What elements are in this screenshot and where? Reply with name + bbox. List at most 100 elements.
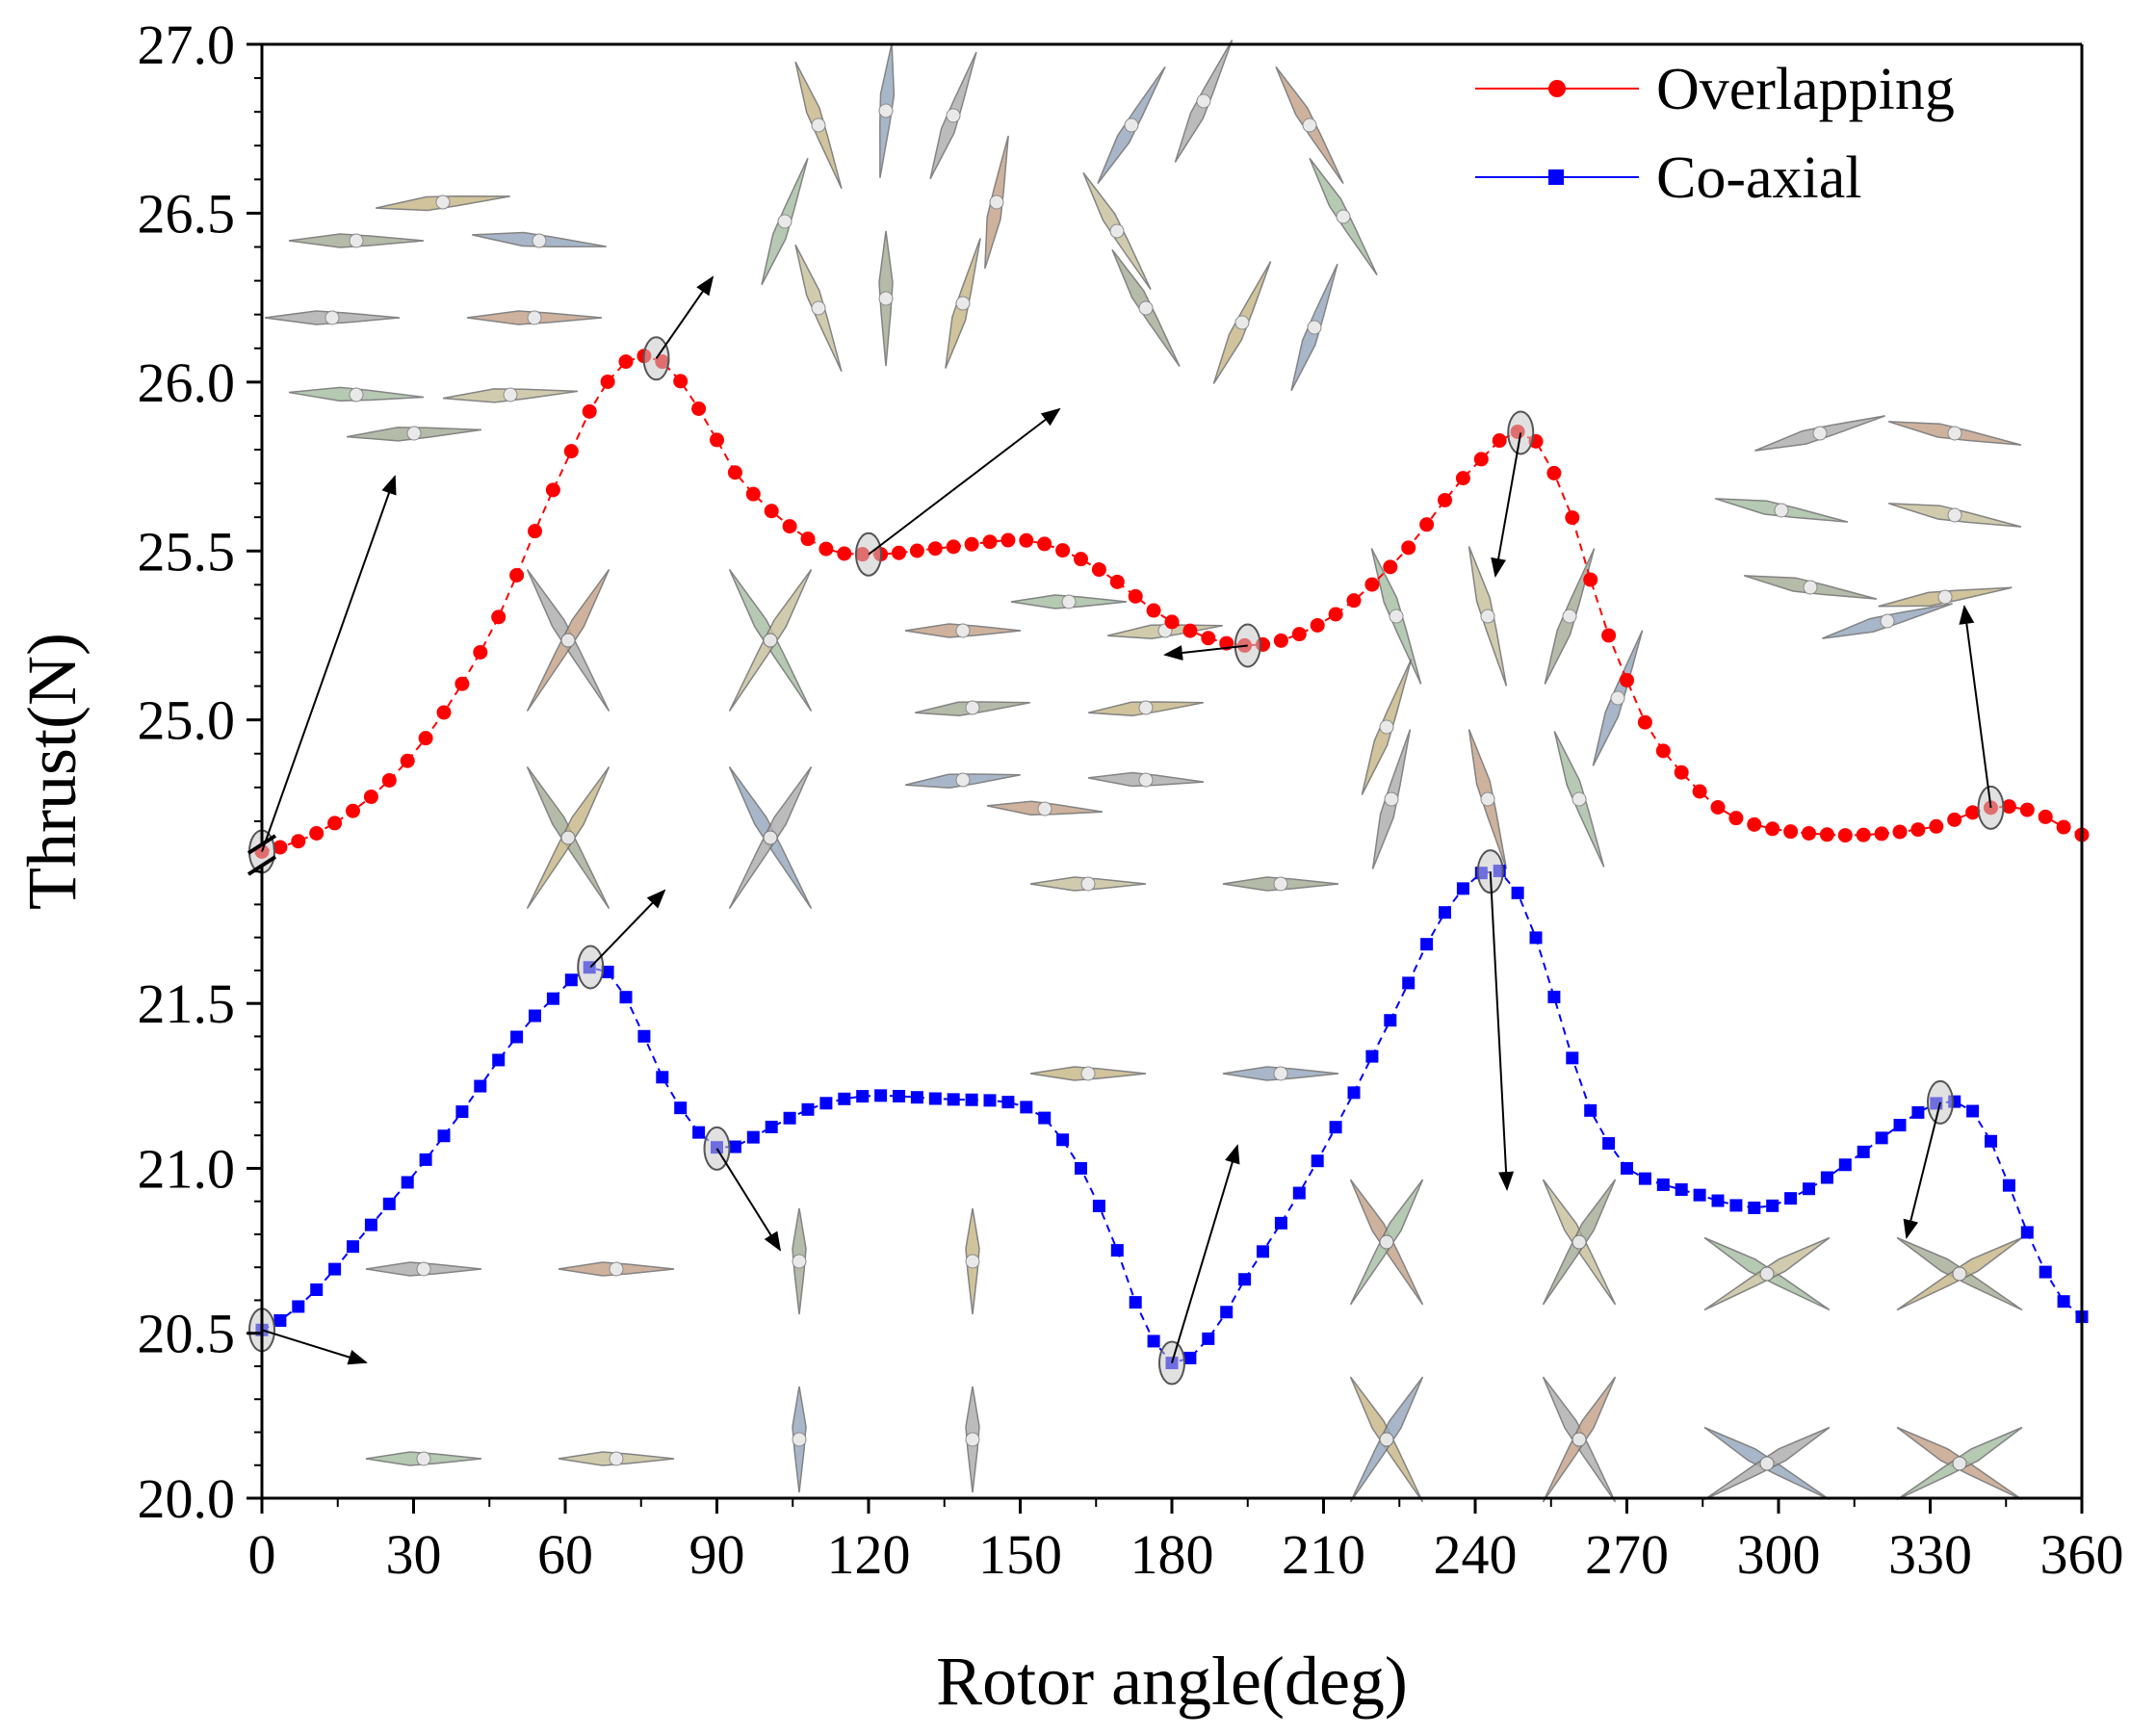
data-point	[1110, 1244, 1124, 1257]
data-point	[1129, 1296, 1142, 1309]
rotor-blade-illustration	[878, 230, 894, 367]
data-point	[2039, 1265, 2052, 1279]
data-point	[728, 1140, 741, 1153]
rotor-blade-illustration	[1754, 415, 1885, 452]
data-point	[401, 1176, 414, 1189]
x-tick-label: 120	[827, 1523, 911, 1586]
data-point	[928, 1092, 942, 1105]
x-tick-label: 60	[537, 1523, 593, 1586]
x-tick-label: 330	[1888, 1523, 1972, 1586]
x-axis-title: Rotor angle(deg)	[936, 1643, 1408, 1720]
data-point	[1802, 825, 1816, 841]
rotor-blade-illustration	[728, 765, 813, 910]
data-point	[436, 705, 452, 720]
data-point	[1019, 532, 1034, 548]
rotor-blade-illustration	[794, 244, 843, 373]
data-point	[1857, 1145, 1870, 1158]
data-point	[509, 567, 525, 583]
rotor-blade-illustration	[1703, 1236, 1831, 1311]
y-tick-label: 20.5	[138, 1303, 236, 1365]
data-point	[1273, 633, 1288, 648]
x-tick-label: 240	[1434, 1523, 1518, 1586]
data-point	[600, 374, 615, 389]
data-point	[1693, 1188, 1706, 1202]
data-point	[1728, 811, 1744, 826]
data-point	[1674, 764, 1689, 780]
rotor-blade-illustration	[965, 1207, 980, 1315]
data-point	[746, 1130, 760, 1144]
legend-label: Co-axial	[1656, 145, 1862, 211]
data-point	[1620, 672, 1634, 687]
data-point	[1402, 976, 1416, 990]
data-point	[1383, 559, 1398, 575]
data-point	[964, 536, 979, 552]
data-point	[765, 1120, 778, 1133]
data-point	[1455, 471, 1470, 486]
legend-marker	[1548, 169, 1564, 185]
data-point	[1257, 1245, 1269, 1258]
rotor-blade-illustration	[1468, 729, 1508, 869]
data-point	[874, 1089, 888, 1102]
data-point	[1874, 826, 1889, 842]
data-point	[418, 731, 433, 746]
rotor-blade-illustration	[1029, 1066, 1147, 1081]
rotor-blade-illustration	[984, 135, 1009, 270]
data-point	[1711, 1194, 1725, 1207]
data-point	[1529, 931, 1543, 945]
x-tick-label: 0	[248, 1523, 276, 1586]
data-point	[1182, 623, 1198, 638]
data-point	[1311, 1154, 1324, 1168]
data-point	[1638, 1172, 1651, 1185]
x-tick-label: 210	[1282, 1523, 1365, 1586]
data-point	[419, 1153, 432, 1166]
rotor-blade-illustration	[376, 194, 510, 212]
data-point	[1346, 593, 1362, 609]
data-point	[1584, 1103, 1598, 1117]
rotor-blade-illustration	[288, 233, 425, 248]
x-tick-label: 150	[978, 1523, 1062, 1586]
data-point	[674, 1101, 688, 1115]
rotor-blade-illustration	[466, 310, 603, 325]
data-point	[455, 676, 470, 691]
data-point	[1020, 1101, 1033, 1114]
data-point	[1747, 816, 1762, 832]
data-point	[582, 403, 597, 419]
y-tick-label: 27.0	[138, 13, 236, 76]
data-point	[710, 432, 724, 448]
data-point	[1201, 631, 1216, 646]
data-point	[528, 524, 542, 539]
data-point	[1438, 492, 1452, 507]
data-point	[1147, 1334, 1160, 1348]
annotation-arrow	[1163, 644, 1248, 661]
data-point	[381, 772, 397, 788]
data-point	[1038, 1111, 1052, 1125]
data-point	[1109, 574, 1125, 589]
data-point	[1055, 543, 1071, 558]
data-point	[545, 482, 560, 498]
rotor-blade-illustration	[442, 387, 579, 403]
rotor-blade-illustration	[346, 426, 482, 442]
annotation-layer	[261, 275, 1992, 1365]
rotor-blade-illustration	[1703, 1426, 1831, 1501]
data-point	[691, 401, 707, 416]
data-point	[1748, 1201, 1761, 1214]
data-point	[1473, 452, 1489, 467]
data-point	[2056, 819, 2071, 835]
y-tick-label: 25.5	[138, 520, 236, 583]
data-point	[1347, 1086, 1361, 1100]
data-point	[1001, 1096, 1015, 1109]
rotor-blade-illustration	[1029, 876, 1147, 892]
data-point	[1783, 824, 1799, 840]
y-tick-label: 21.5	[138, 972, 236, 1035]
rotor-blade-illustration	[1714, 498, 1849, 523]
data-point	[1692, 784, 1707, 799]
rotor-blade-illustration	[986, 800, 1104, 816]
data-point	[2057, 1295, 2070, 1308]
rotor-blade-illustration	[1010, 594, 1128, 609]
x-tick-label: 90	[689, 1523, 745, 1586]
data-point	[618, 354, 634, 370]
rotor-blade-illustration	[1087, 771, 1205, 788]
rotor-blade-illustration	[945, 238, 981, 369]
data-point	[328, 1262, 342, 1276]
data-point	[983, 1094, 997, 1107]
